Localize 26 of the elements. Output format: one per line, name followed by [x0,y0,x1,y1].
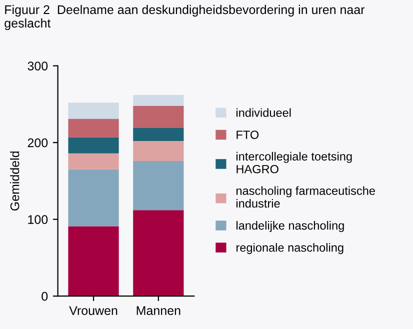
bar [133,160,184,210]
bar [68,226,119,296]
legend-label: FTO [236,130,259,139]
legend-label: intercollegiale toetsing HAGRO [236,152,352,174]
bar [68,153,119,170]
bar [68,102,119,119]
bar [68,169,119,226]
legend-label: individueel [236,108,291,117]
y-tick-label: 0 [42,292,48,301]
bar [68,137,119,154]
bar [133,128,184,142]
legend-label: regionale nascholing [236,243,344,254]
bar [133,210,184,296]
legend-label: nascholing farmaceutische industrie [236,186,375,208]
x-tick-label: Vrouwen [69,306,118,316]
bar [133,141,184,161]
y-tick-label: 100 [28,215,48,224]
y-tick-label: 200 [28,138,48,148]
bar [68,118,119,138]
legend-label: landelijke nascholing [236,221,344,232]
bar [133,106,184,128]
y-tick-label: 300 [28,62,48,70]
y-axis-title: Gemiddeld [10,152,20,211]
x-tick-label: Mannen [136,306,180,316]
chart-title: Figuur 2 Deelname aan deskundigheidsbevordering in uren naar geslacht [4,4,365,30]
bar [133,94,184,106]
